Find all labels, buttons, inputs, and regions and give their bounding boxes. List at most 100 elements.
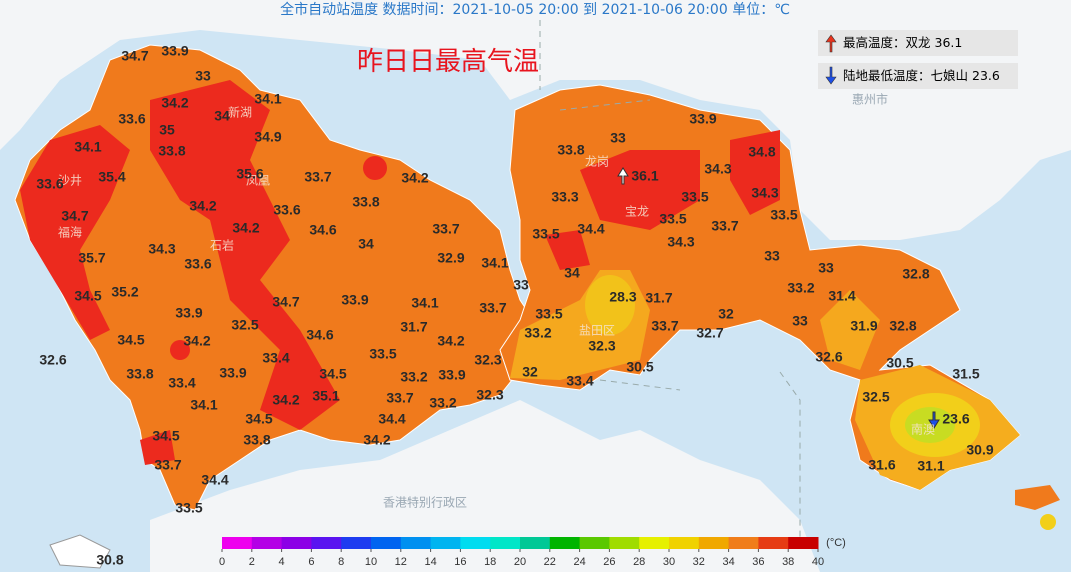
station-temp: 31.7: [645, 290, 672, 306]
station-temp: 34.7: [121, 48, 148, 64]
station-temp: 33.9: [175, 305, 202, 321]
station-temp: 33.5: [659, 211, 686, 227]
station-temp: 34.3: [751, 185, 778, 201]
station-temp: 23.6: [942, 411, 969, 427]
station-temp: 35.7: [78, 250, 105, 266]
station-temp: 35: [159, 122, 175, 138]
colorbar-label: 8: [338, 556, 344, 568]
station-temp: 33.8: [158, 143, 185, 159]
station-temp: 28.3: [609, 289, 636, 305]
place-label: 盐田区: [579, 324, 615, 338]
colorbar-swatch: [639, 537, 670, 549]
station-temp: 33.3: [551, 189, 578, 205]
hot-zones: [20, 80, 780, 465]
colorbar-label: 22: [544, 556, 556, 568]
station-temp: 30.5: [886, 355, 913, 371]
colorbar-label: 20: [514, 556, 526, 568]
station-temp: 33.7: [154, 457, 181, 473]
station-temp: 34.1: [74, 139, 101, 155]
station-temp: 34.2: [363, 432, 390, 448]
station-temp: 30.8: [96, 552, 123, 568]
colorbar-label: 36: [752, 556, 764, 568]
header: 全市自动站温度 数据时间：2021-10-05 20:00 到 2021-10-…: [280, 1, 790, 18]
station-temp: 34.4: [577, 221, 604, 237]
colorbar-label: 34: [722, 556, 734, 568]
station-temp: 34.4: [201, 472, 228, 488]
station-temp: 33.8: [557, 142, 584, 158]
station-temp: 32.8: [889, 318, 916, 334]
station-temp: 33.5: [681, 189, 708, 205]
place-label: 龙岗: [585, 155, 609, 169]
station-temp: 34.7: [272, 294, 299, 310]
colorbar-swatch: [400, 537, 432, 549]
station-temp: 34.5: [152, 428, 179, 444]
colorbar-swatch: [251, 537, 283, 549]
station-temp: 32.8: [902, 266, 929, 282]
station-temp: 34.7: [61, 208, 88, 224]
colorbar-swatch: [430, 537, 461, 549]
station-temp: 34.3: [704, 161, 731, 177]
legend-max: 最高温度：双龙 36.1: [818, 30, 1018, 56]
colorbar-label: 12: [395, 556, 407, 568]
cool-zones: [510, 270, 1060, 530]
station-temp: 33.8: [352, 194, 379, 210]
station-temp: 33.2: [429, 395, 456, 411]
title: 昨日日最高气温: [357, 47, 539, 77]
station-temp: 31.9: [850, 318, 877, 334]
station-temp: 34.2: [189, 198, 216, 214]
station-temp: 33.9: [438, 367, 465, 383]
colorbar-swatch: [281, 537, 312, 549]
station-temp: 31.4: [828, 288, 855, 304]
station-temp: 34.3: [667, 234, 694, 250]
station-temp: 34.2: [437, 333, 464, 349]
colorbar-swatch: [371, 537, 402, 549]
station-temp: 32.3: [588, 338, 615, 354]
station-temp: 34.2: [232, 220, 259, 236]
station-temp: 34: [214, 108, 230, 124]
colorbar-label: 24: [573, 556, 585, 568]
station-temp: 33: [195, 68, 211, 84]
colorbar-label: 4: [279, 556, 285, 568]
station-temp: 35.2: [111, 284, 138, 300]
station-temp: 34.1: [190, 397, 217, 413]
station-temp: 32.6: [815, 349, 842, 365]
station-temp: 33.9: [341, 292, 368, 308]
legend-max-text: 最高温度：双龙 36.1: [843, 35, 962, 50]
station-temp: 30.5: [626, 359, 653, 375]
station-temp: 33.7: [479, 300, 506, 316]
colorbar-swatch: [520, 537, 551, 549]
station-temp: 33.6: [36, 176, 63, 192]
station-temp: 33.2: [524, 325, 551, 341]
station-temp: 33: [792, 313, 808, 329]
colorbar-swatch: [579, 537, 610, 549]
station-temp: 34.4: [378, 411, 405, 427]
colorbar-label: 30: [663, 556, 675, 568]
station-temp: 34.5: [74, 288, 101, 304]
station-temp: 33.8: [243, 432, 270, 448]
station-temp: 33.4: [566, 373, 593, 389]
station-temp: 33.8: [126, 366, 153, 382]
station-temp: 34.6: [306, 327, 333, 343]
station-temp: 34.5: [245, 411, 272, 427]
place-label: 香港特别行政区: [383, 495, 467, 510]
place-label: 新湖: [228, 105, 252, 120]
colorbar-label: 40: [812, 556, 824, 568]
station-temp: 32.5: [231, 317, 258, 333]
station-temp: 32.7: [696, 325, 723, 341]
colorbar-label: 32: [693, 556, 705, 568]
station-temp: 33: [764, 248, 780, 264]
colorbar-swatch: [609, 537, 640, 549]
colorbar-swatch: [788, 537, 819, 549]
colorbar-swatch: [728, 537, 759, 549]
colorbar-label: 28: [633, 556, 645, 568]
place-label: 惠州市: [852, 92, 888, 107]
station-temp: 33.6: [273, 202, 300, 218]
region-west: [14, 44, 541, 511]
colorbar-label: 26: [603, 556, 615, 568]
legend-min: 陆地最低温度：七娘山 23.6: [818, 63, 1018, 89]
station-temp: 34.1: [481, 255, 508, 271]
colorbar-label: 38: [782, 556, 794, 568]
station-temp: 33.2: [787, 280, 814, 296]
station-temp: 33.5: [535, 306, 562, 322]
colorbar-swatch: [341, 537, 372, 549]
